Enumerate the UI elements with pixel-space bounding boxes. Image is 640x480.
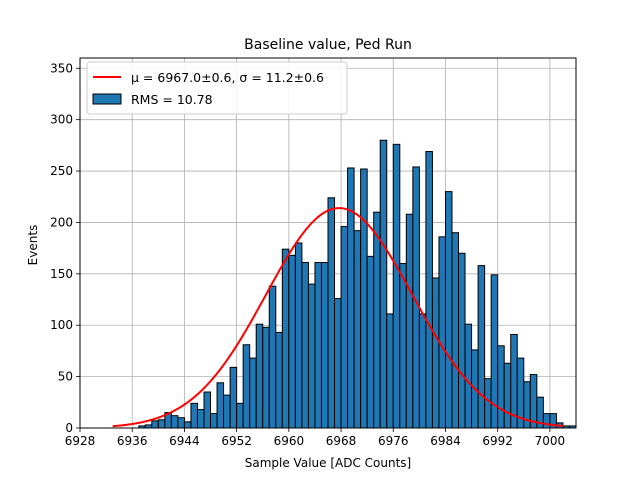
x-axis-ticks: 6928 6936 6944 6952 6960 6968 6976 6984 6992 7000 xyxy=(65,428,565,448)
histogram-bar xyxy=(151,420,159,429)
histogram-bars xyxy=(138,139,577,429)
histogram-bar xyxy=(438,236,446,429)
y-tick-label: 150 xyxy=(50,267,73,281)
histogram-bar xyxy=(353,230,362,429)
y-tick-label: 100 xyxy=(50,318,73,332)
histogram-bar xyxy=(347,167,355,429)
legend-rms-label: RMS = 10.78 xyxy=(131,92,213,107)
histogram-bar xyxy=(392,143,401,429)
x-tick-label: 6960 xyxy=(274,434,305,448)
x-tick-label: 6968 xyxy=(326,434,357,448)
histogram-bar xyxy=(210,413,218,429)
histogram-bar xyxy=(229,366,238,429)
y-tick-label: 350 xyxy=(50,61,73,75)
histogram-bar xyxy=(386,313,394,429)
legend-fit-label-sigma: σ = 11.2±0.6 xyxy=(239,70,324,85)
histogram-bar xyxy=(223,394,231,429)
plot-frame xyxy=(79,57,577,429)
histogram-bar xyxy=(451,232,460,429)
x-tick-label: 6992 xyxy=(482,434,513,448)
x-axis-label: Sample Value [ADC Counts] xyxy=(245,456,411,470)
histogram-bar xyxy=(242,344,251,429)
histogram-bar xyxy=(275,331,283,429)
legend-box xyxy=(86,61,348,115)
histogram-bar xyxy=(281,248,290,429)
histogram-bar xyxy=(177,417,185,429)
histogram-bar xyxy=(484,378,492,429)
y-tick-label: 0 xyxy=(65,421,73,435)
legend-fit-label: μ = 6967.0±0.6, σ = 11.2±0.6 xyxy=(131,70,324,85)
histogram-bar xyxy=(262,326,270,429)
histogram-bar xyxy=(418,313,427,429)
chart-title: Baseline value, Ped Run xyxy=(244,37,412,53)
x-tick-label: 6984 xyxy=(430,434,461,448)
histogram-bar xyxy=(288,254,296,429)
histogram-bar xyxy=(216,382,225,429)
histogram-bar xyxy=(334,298,342,429)
y-tick-label: 300 xyxy=(50,113,73,127)
histogram-bar xyxy=(183,421,192,429)
y-tick-label: 250 xyxy=(50,164,73,178)
x-tick-label: 6936 xyxy=(117,434,148,448)
histogram-bar xyxy=(379,139,388,429)
histogram-bar xyxy=(157,419,166,429)
x-tick-label: 6944 xyxy=(169,434,200,448)
histogram-bar xyxy=(366,255,375,429)
histogram-bar xyxy=(196,409,205,429)
y-axis-label: Events xyxy=(26,225,40,266)
histogram-bar xyxy=(458,252,466,429)
histogram-bar xyxy=(320,262,329,429)
histogram-bar xyxy=(497,345,505,429)
histogram-bar xyxy=(444,191,453,429)
y-axis-ticks: 0 50 100 150 200 250 300 350 xyxy=(50,61,80,435)
histogram-bar xyxy=(431,277,440,429)
histogram-bar xyxy=(399,263,407,429)
histogram-bar xyxy=(360,168,368,429)
histogram-bar xyxy=(255,323,264,429)
histogram-bar xyxy=(249,357,257,429)
histogram-bar xyxy=(405,213,414,429)
x-tick-label: 6928 xyxy=(65,434,96,448)
x-tick-label: 7000 xyxy=(535,434,566,448)
histogram-bar xyxy=(327,197,336,429)
x-tick-label: 6952 xyxy=(221,434,252,448)
histogram-bar xyxy=(301,262,309,429)
histogram-bar xyxy=(203,391,212,429)
y-tick-label: 50 xyxy=(58,370,73,384)
histogram-bar xyxy=(314,262,322,429)
histogram-bar xyxy=(307,283,316,429)
legend-rms-patch xyxy=(92,93,122,105)
gaussian-fit-curve xyxy=(112,207,564,428)
histogram-bar xyxy=(542,413,551,429)
histogram-bar xyxy=(477,265,486,429)
histogram-bar xyxy=(190,402,198,429)
histogram-bar xyxy=(425,151,433,429)
histogram-bar xyxy=(170,415,179,429)
histogram-bar xyxy=(268,285,277,429)
legend: μ = 6967.0±0.6, σ = 11.2±0.6 RMS = 10.78 xyxy=(86,61,348,115)
legend-fit-label-mu: μ = 6967.0±0.6, xyxy=(131,70,239,85)
histogram-bar xyxy=(503,362,512,429)
histogram-bar xyxy=(373,211,381,429)
histogram-bar xyxy=(294,242,303,429)
y-tick-label: 200 xyxy=(50,215,73,229)
histogram-bar xyxy=(529,374,538,429)
histogram-bar xyxy=(340,226,349,429)
histogram-bar xyxy=(464,323,473,429)
histogram-bar xyxy=(236,402,244,429)
x-tick-label: 6976 xyxy=(378,434,409,448)
